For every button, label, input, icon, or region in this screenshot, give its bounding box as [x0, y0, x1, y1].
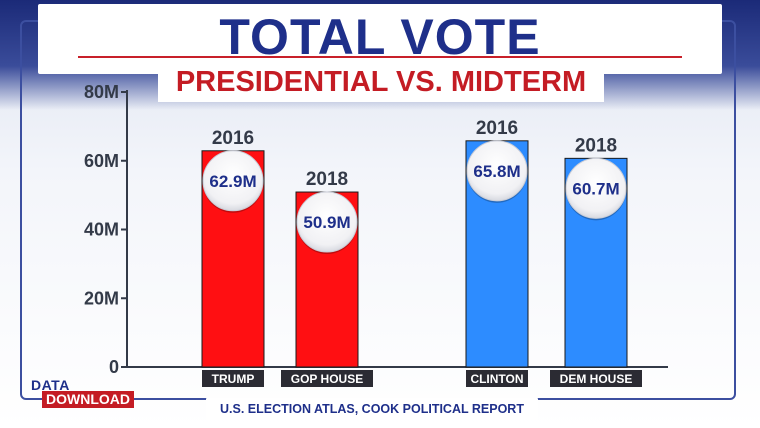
bar-value-label: 60.7M: [572, 179, 619, 198]
value-circle: [466, 140, 528, 202]
subtitle-panel: PRESIDENTIAL VS. MIDTERM: [158, 62, 604, 102]
bar-value-label: 62.9M: [209, 172, 256, 191]
y-tick-label: 80M: [84, 82, 119, 102]
bar-group-clinton: 2016 65.8M CLINTON: [465, 118, 529, 387]
y-tick-label: 40M: [84, 220, 119, 240]
data-download-logo: DATA DOWNLOAD: [28, 377, 168, 408]
bar-value-label: 50.9M: [303, 213, 350, 232]
chart-title: TOTAL VOTE: [219, 9, 541, 65]
logo-line-download: DOWNLOAD: [42, 391, 134, 408]
value-circle: [565, 157, 627, 219]
category-label-box: [466, 370, 528, 387]
category-label: TRUMP: [212, 372, 255, 386]
y-tick-label: 0: [109, 357, 119, 377]
bar-year-label: 2016: [212, 128, 254, 149]
category-label-box: [281, 370, 373, 387]
category-label-box: [550, 370, 642, 387]
bar-group-trump: 2016 62.9M TRUMP: [201, 128, 265, 387]
category-label: DEM HOUSE: [560, 372, 633, 386]
bar-year-label: 2018: [575, 135, 617, 156]
category-label: CLINTON: [470, 372, 523, 386]
bar-group-dem-house: 2018 60.7M DEM HOUSE: [550, 135, 642, 387]
value-circle: [296, 191, 358, 253]
value-circle: [202, 150, 264, 212]
source-panel: U.S. ELECTION ATLAS, COOK POLITICAL REPO…: [206, 398, 538, 420]
category-label-box: [202, 370, 264, 387]
chart-subtitle: PRESIDENTIAL VS. MIDTERM: [175, 66, 587, 98]
bar-year-label: 2018: [306, 169, 348, 190]
y-tick-label: 60M: [84, 151, 119, 171]
category-label: GOP HOUSE: [291, 372, 363, 386]
title-divider: [78, 56, 682, 58]
logo-line-data: DATA: [31, 377, 70, 393]
bar-value-label: 65.8M: [473, 162, 520, 181]
source-text: U.S. ELECTION ATLAS, COOK POLITICAL REPO…: [220, 402, 524, 416]
bar-year-label: 2016: [476, 118, 518, 139]
bar-group-gop-house: 2018 50.9M GOP HOUSE: [281, 169, 373, 387]
y-tick-label: 20M: [84, 288, 119, 308]
